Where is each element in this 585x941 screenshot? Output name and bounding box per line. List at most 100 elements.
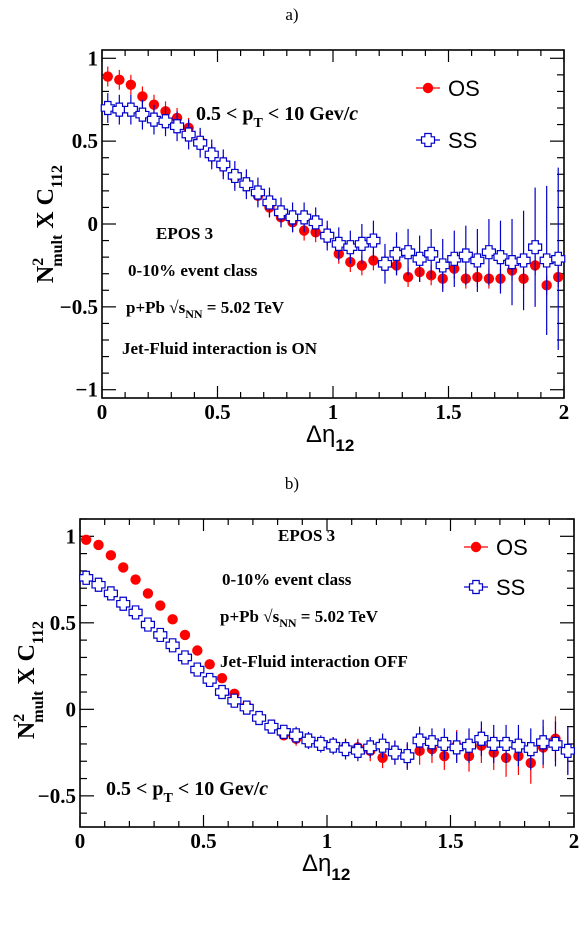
y-axis-label: N2 mult X C112 bbox=[30, 165, 66, 283]
data-point-os bbox=[130, 574, 141, 585]
data-point-ss bbox=[135, 107, 150, 122]
data-point-ss bbox=[227, 693, 242, 708]
y-tick-label: 0 bbox=[66, 697, 77, 721]
data-point-ss bbox=[251, 710, 267, 726]
pt-range-sub: T bbox=[164, 791, 174, 806]
y-axis-label-n: N bbox=[14, 721, 40, 739]
legend-ss-marker bbox=[468, 579, 484, 595]
system-pre: p+Pb bbox=[220, 607, 263, 626]
series-ss bbox=[79, 570, 575, 776]
data-point-ss bbox=[308, 215, 323, 230]
x-tick-label: 1 bbox=[322, 829, 333, 853]
data-point-ss bbox=[169, 119, 185, 134]
legend: OS SS bbox=[464, 535, 528, 600]
data-point-ss bbox=[424, 735, 440, 750]
generator-annotation: EPOS 3 bbox=[156, 224, 213, 243]
data-point-ss bbox=[301, 733, 316, 748]
legend-ss-label: SS bbox=[496, 575, 525, 600]
legend: OS SS bbox=[416, 76, 480, 153]
y-tick-label: 1 bbox=[66, 524, 77, 548]
data-point-ss bbox=[204, 147, 219, 162]
data-point-ss bbox=[250, 185, 266, 200]
data-point-ss bbox=[375, 738, 390, 753]
x-tick-label: 1.5 bbox=[435, 400, 461, 424]
jet-fluid-annotation: Jet-Fluid interaction OFF bbox=[220, 652, 408, 671]
data-point-ss bbox=[320, 228, 335, 243]
y-tick-label: 1 bbox=[88, 46, 99, 70]
data-point-ss bbox=[239, 177, 254, 192]
x-tick-label: 2 bbox=[569, 829, 580, 853]
system-s: s bbox=[179, 298, 186, 317]
system-post: = 5.02 TeV bbox=[297, 607, 379, 626]
data-point-ss bbox=[511, 738, 526, 753]
data-point-os bbox=[179, 629, 191, 641]
y-tick-label: −1 bbox=[76, 378, 98, 402]
y-axis-label-n: N bbox=[33, 265, 59, 283]
data-point-ss bbox=[165, 638, 180, 653]
data-point-ss bbox=[389, 246, 404, 261]
data-point-ss bbox=[449, 740, 464, 755]
data-point-os bbox=[167, 614, 178, 625]
data-point-ss bbox=[146, 112, 162, 127]
x-axis-label-main: Δη bbox=[302, 850, 331, 877]
data-point-ss bbox=[177, 650, 193, 665]
data-point-os bbox=[216, 672, 228, 684]
system-radical: √ bbox=[169, 298, 179, 317]
y-tick-label: 0.5 bbox=[72, 129, 98, 153]
data-point-ss bbox=[103, 586, 118, 601]
data-point-ss bbox=[273, 205, 289, 220]
centrality-annotation: 0-10% event class bbox=[222, 570, 352, 589]
data-point-ss bbox=[128, 605, 143, 620]
x-tick-label: 0.5 bbox=[204, 400, 230, 424]
data-point-ss bbox=[338, 742, 353, 757]
system-post: = 5.02 TeV bbox=[203, 298, 285, 317]
data-point-os bbox=[125, 79, 137, 91]
data-point-ss bbox=[387, 745, 403, 760]
data-point-ss bbox=[276, 724, 291, 739]
data-point-os bbox=[105, 550, 117, 561]
data-point-ss bbox=[193, 135, 208, 150]
data-point-os bbox=[192, 645, 203, 656]
data-point-ss bbox=[79, 570, 94, 585]
data-point-ss bbox=[486, 736, 501, 752]
x-tick-label: 1.5 bbox=[437, 829, 463, 853]
pt-range-italic: c bbox=[349, 103, 358, 125]
data-point-ss bbox=[116, 596, 131, 611]
legend-ss-marker bbox=[420, 132, 436, 148]
pt-range-italic: c bbox=[259, 778, 268, 800]
data-point-ss bbox=[190, 662, 205, 677]
x-tick-label: 0.5 bbox=[190, 829, 216, 853]
pt-range-sub: T bbox=[254, 116, 264, 131]
data-point-ss bbox=[158, 114, 173, 129]
pt-range-rest: < 10 Gev/ bbox=[173, 778, 260, 800]
data-point-os bbox=[402, 271, 414, 283]
data-point-ss bbox=[202, 672, 217, 688]
data-point-ss bbox=[548, 736, 563, 752]
x-axis-label-sub: 12 bbox=[331, 865, 350, 884]
generator-annotation: EPOS 3 bbox=[278, 526, 335, 545]
panel-label: b) bbox=[285, 474, 299, 493]
data-point-ss bbox=[331, 236, 346, 251]
data-point-ss bbox=[528, 240, 543, 255]
data-point-ss bbox=[153, 627, 168, 643]
data-point-ss bbox=[504, 255, 520, 270]
data-point-ss bbox=[536, 735, 551, 750]
pt-range-annotation: 0.5 < pT < 10 Gev/c bbox=[106, 778, 268, 806]
data-point-ss bbox=[289, 728, 304, 743]
data-point-os bbox=[142, 588, 154, 599]
data-point-ss bbox=[181, 127, 196, 142]
data-point-os bbox=[80, 534, 92, 545]
data-point-ss bbox=[297, 210, 312, 225]
data-point-os bbox=[114, 74, 125, 86]
pt-range-annotation: 0.5 < pT < 10 Gev/c bbox=[196, 103, 358, 131]
x-axis-label: Δη12 bbox=[302, 850, 350, 884]
x-axis-label-sub: 12 bbox=[335, 436, 354, 455]
system-radical: √ bbox=[263, 607, 273, 626]
data-point-ss bbox=[437, 736, 452, 752]
pt-range-rest: < 10 Gev/ bbox=[263, 103, 350, 125]
data-point-ss bbox=[100, 100, 115, 116]
data-point-ss bbox=[400, 245, 416, 260]
data-point-ss bbox=[560, 743, 575, 758]
